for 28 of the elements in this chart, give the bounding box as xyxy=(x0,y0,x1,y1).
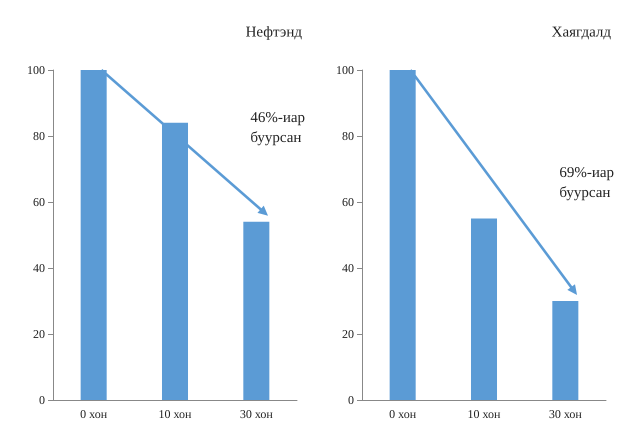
bar xyxy=(470,218,498,400)
bar xyxy=(162,122,188,400)
y-tick-label: 0 xyxy=(39,393,45,407)
y-tick-label: 40 xyxy=(342,261,354,275)
bar xyxy=(80,70,107,400)
bar xyxy=(390,70,416,400)
x-tick-label: 30 хон xyxy=(548,407,582,421)
y-tick-label: 100 xyxy=(27,63,45,77)
chart-title: Нефтэнд xyxy=(246,24,302,40)
y-tick-label: 100 xyxy=(336,63,354,77)
annotation: 69%-иар буурсан xyxy=(559,165,614,201)
x-tick-label: 10 хон xyxy=(468,407,502,421)
y-tick-label: 40 xyxy=(33,261,45,275)
x-tick-label: 30 хон xyxy=(240,407,274,421)
y-tick-label: 60 xyxy=(342,195,354,209)
y-tick-label: 0 xyxy=(348,393,354,407)
x-tick-label: 0 хон xyxy=(80,407,108,421)
y-tick-label: 20 xyxy=(33,327,45,341)
bar xyxy=(552,301,578,400)
y-tick-label: 80 xyxy=(342,129,354,143)
x-tick-label: 0 хон xyxy=(389,407,417,421)
y-tick-label: 60 xyxy=(33,195,45,209)
annotation: 46%-иар буурсан xyxy=(250,110,306,146)
y-tick-label: 80 xyxy=(33,129,45,143)
bar xyxy=(243,222,270,400)
chart-title: Хаягдалд xyxy=(552,24,612,40)
x-tick-label: 10 хон xyxy=(158,407,192,421)
y-tick-label: 20 xyxy=(342,327,354,341)
